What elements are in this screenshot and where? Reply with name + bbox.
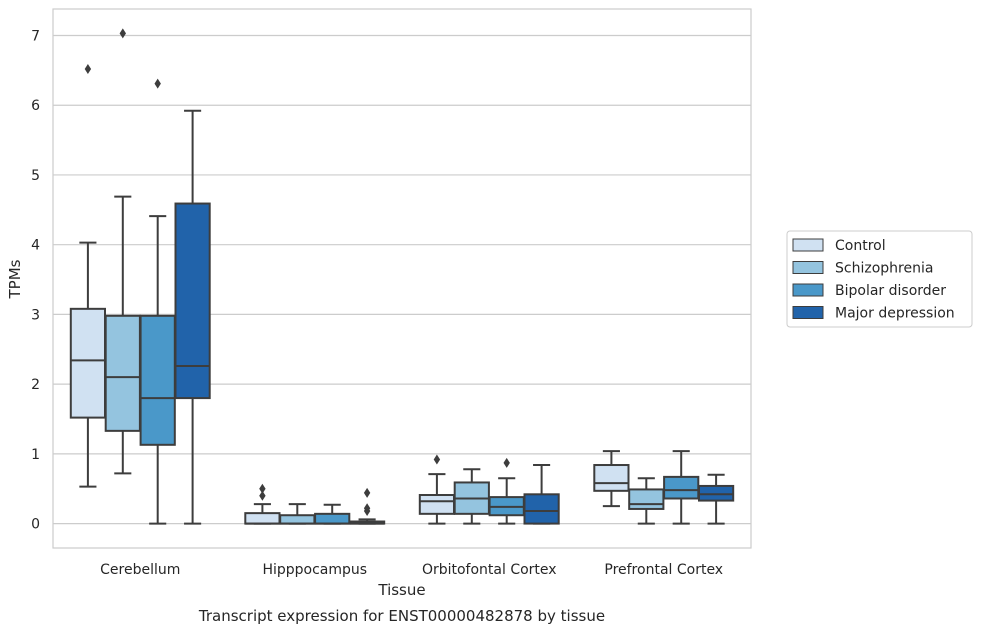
box-body (104, 314, 141, 432)
box-1-2 (314, 503, 351, 525)
y-tick-label: 5 (31, 168, 40, 184)
legend-swatch (792, 261, 824, 274)
box-body (697, 484, 735, 502)
box-body (418, 494, 456, 515)
y-tick-label: 4 (31, 238, 40, 254)
box-0-0 (69, 63, 107, 488)
box-1-0 (244, 483, 281, 525)
legend: Control Schizophrenia Bipolar disorder Majo… (786, 230, 973, 328)
box-body (244, 512, 281, 525)
y-tick-label: 3 (31, 307, 40, 323)
x-axis-label: Tissue (377, 581, 425, 599)
outlier-point (363, 487, 371, 498)
y-tick-labels: 0 1 2 3 4 5 6 7 (31, 28, 40, 532)
x-tick-labels: Cerebellum Hipppocampus Orbitofontal Corte… (100, 562, 723, 578)
legend-label: Major depression (835, 306, 955, 322)
legend-label: Control (835, 238, 886, 254)
outlier-point (259, 490, 266, 501)
legend-label: Bipolar disorder (835, 283, 946, 299)
outlier-point (119, 28, 126, 39)
outlier-point (363, 503, 371, 514)
box-0-1 (104, 28, 141, 475)
box-0-2 (139, 78, 176, 525)
outlier-point (84, 63, 92, 74)
box-body (663, 475, 700, 500)
box-3-3 (697, 473, 735, 525)
x-tick-label: Hipppocampus (262, 562, 367, 578)
box-body (139, 314, 176, 446)
y-axis-label: TPMs (6, 259, 24, 299)
box-3-1 (628, 477, 665, 525)
box-2-1 (453, 468, 490, 525)
box-3-0 (593, 450, 630, 508)
box-body (314, 512, 351, 525)
plot-frame (52, 8, 752, 549)
box-0-3 (174, 109, 211, 525)
x-tick-label: Orbitofontal Cortex (422, 562, 557, 578)
box-2-0 (418, 454, 456, 525)
y-tick-label: 6 (31, 98, 40, 114)
y-tick-label: 1 (31, 447, 40, 463)
x-tick-label: Prefrontal Cortex (604, 562, 723, 578)
outlier-point (154, 78, 161, 89)
y-tick-label: 0 (31, 517, 40, 533)
legend-frame (786, 230, 973, 328)
box-body (523, 493, 560, 525)
outlier-point (259, 483, 266, 494)
legend-swatch (792, 306, 824, 319)
legend-swatch (792, 238, 824, 252)
outlier-point (503, 457, 510, 468)
x-tick-label: Cerebellum (100, 562, 180, 578)
plot-boxes (69, 28, 735, 525)
box-body (69, 307, 107, 419)
box-2-3 (523, 464, 560, 525)
box-body (593, 464, 630, 492)
legend-swatch (792, 283, 824, 297)
legend-label: Schizophrenia (835, 261, 933, 277)
y-tick-label: 7 (31, 28, 40, 44)
box-3-2 (663, 450, 700, 525)
y-tick-label: 2 (31, 377, 40, 393)
chart-caption: Transcript expression for ENST0000048287… (198, 607, 605, 625)
box-2-2 (488, 457, 525, 525)
box-1-3 (348, 487, 386, 525)
box-1-1 (279, 503, 316, 525)
box-body (279, 514, 316, 525)
outlier-point (433, 454, 441, 465)
box-body (628, 488, 665, 510)
box-body (174, 202, 211, 400)
